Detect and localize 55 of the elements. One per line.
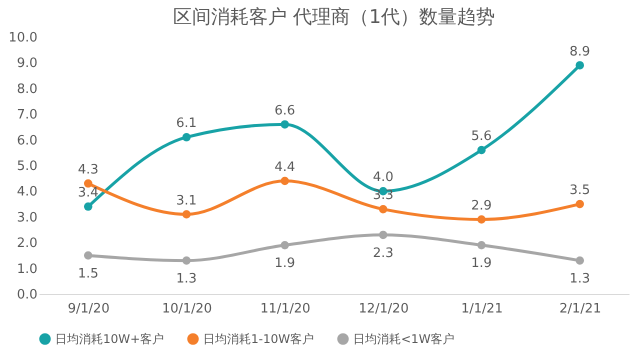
point <box>182 256 191 265</box>
data-label: 4.4 <box>274 160 296 175</box>
data-label: 3.4 <box>78 186 99 201</box>
x-tick-label: 9/1/20 <box>68 302 110 316</box>
data-label: 6.1 <box>176 116 197 132</box>
data-label: 8.9 <box>569 44 590 60</box>
y-tick-label: 7.0 <box>16 108 38 123</box>
data-label: 1.3 <box>569 272 590 287</box>
x-tick-label: 2/1/21 <box>559 302 602 316</box>
point <box>378 230 388 240</box>
x-tick-label: 10/1/20 <box>162 302 212 316</box>
data-label: 6.6 <box>274 103 296 118</box>
x-tick-label: 11/1/20 <box>260 302 310 316</box>
data-label: 2.9 <box>471 198 492 214</box>
legend-label: 日均消耗10W+客户 <box>55 332 164 346</box>
point <box>280 120 290 129</box>
point <box>378 205 388 214</box>
x-tick-label: 1/1/21 <box>461 302 503 316</box>
data-label: 1.9 <box>471 256 492 272</box>
y-tick-label: 3.0 <box>16 210 38 226</box>
y-tick-label: 4.0 <box>16 184 38 200</box>
y-tick-label: 8.0 <box>16 82 38 97</box>
y-tick-label: 5.0 <box>16 159 38 174</box>
point <box>477 215 486 224</box>
point <box>280 240 290 250</box>
data-label: 3.1 <box>176 193 197 208</box>
data-label: 5.6 <box>471 129 492 144</box>
legend-label: 日均消耗<1W客户 <box>353 332 455 346</box>
point <box>477 240 486 250</box>
y-tick-label: 6.0 <box>16 133 38 148</box>
data-label: 1.3 <box>176 272 197 287</box>
data-label: 3.5 <box>569 183 590 198</box>
y-tick-label: 0.0 <box>16 288 38 302</box>
point <box>576 200 584 208</box>
data-label: 3.3 <box>372 188 394 204</box>
y-tick-label: 10.0 <box>8 30 38 46</box>
point <box>84 251 92 260</box>
point <box>576 256 584 265</box>
data-label: 1.9 <box>274 256 296 272</box>
chart-title: 区间消耗客户 代理商（1代）数量趋势 <box>172 6 496 28</box>
point <box>576 61 584 70</box>
point <box>182 133 191 142</box>
legend-label: 日均消耗1-10W客户 <box>203 332 314 346</box>
point <box>477 146 486 154</box>
data-label: 4.0 <box>372 170 394 186</box>
point <box>182 210 191 219</box>
y-tick-label: 2.0 <box>16 236 38 252</box>
y-tick-label: 1.0 <box>16 262 38 277</box>
point <box>280 176 290 186</box>
data-label: 4.3 <box>78 162 99 178</box>
data-label: 2.3 <box>372 246 394 261</box>
data-label: 1.5 <box>78 266 99 282</box>
point <box>84 202 92 211</box>
y-tick-label: 9.0 <box>16 56 38 72</box>
x-tick-label: 12/1/20 <box>358 302 409 316</box>
